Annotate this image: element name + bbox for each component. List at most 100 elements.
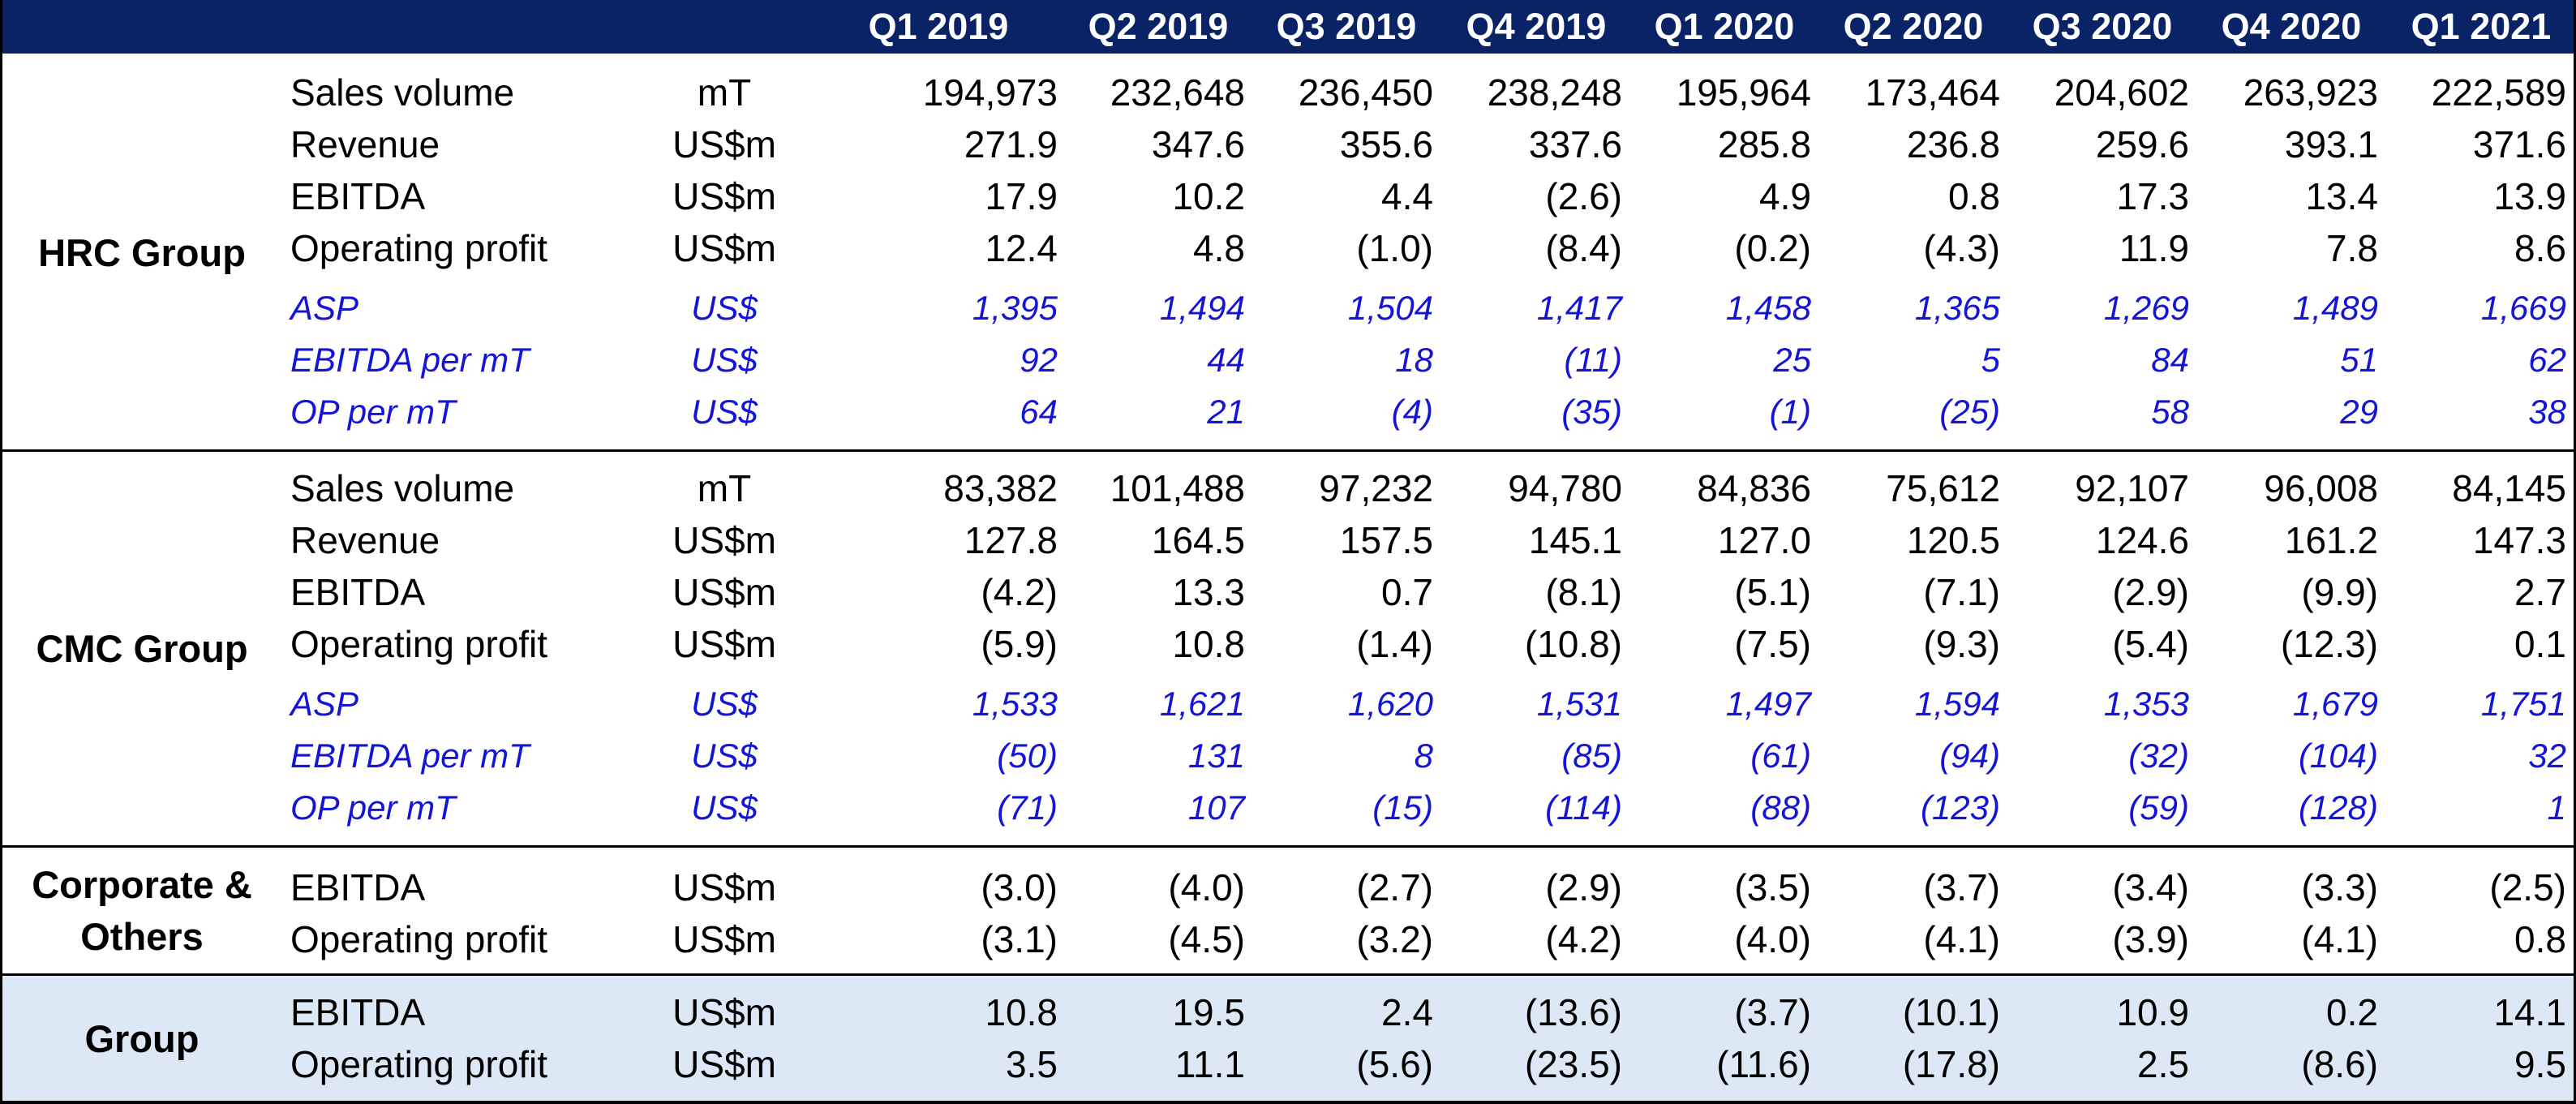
- table-cell: 10.8: [1067, 620, 1245, 668]
- table-row: Operating profit US$m 3.5 11.1 (5.6) (23.5) (1…: [0, 1040, 2576, 1089]
- row-unit: US$: [647, 336, 801, 384]
- table-cell: (50): [879, 732, 1058, 780]
- table-cell: (2.9): [1444, 863, 1622, 912]
- column-header: Q1 2021: [2388, 0, 2574, 54]
- table-cell: 9.5: [2388, 1040, 2566, 1089]
- table-cell: 51: [2200, 336, 2378, 384]
- table-row: Sales volume mT 194,973 232,648 236,450 238,2…: [0, 68, 2576, 117]
- table-cell: 2.7: [2388, 568, 2566, 616]
- row-label: EBITDA: [290, 863, 647, 912]
- table-row: Operating profit US$m (3.1) (4.5) (3.2) (4.2)…: [0, 915, 2576, 964]
- table-cell: 1,594: [1822, 680, 2000, 728]
- table-cell: 236.8: [1822, 120, 2000, 169]
- table-cell: 64: [879, 388, 1058, 436]
- table-cell: 8.6: [2388, 224, 2566, 273]
- table-cell: 0.7: [1255, 568, 1433, 616]
- quarterly-results-table: Q1 2019 Q2 2019 Q3 2019 Q4 2019 Q1 2020 Q2 20…: [0, 0, 2576, 1104]
- row-unit: US$: [647, 284, 801, 333]
- table-cell: (3.0): [879, 863, 1058, 912]
- table-cell: 120.5: [1822, 516, 2000, 565]
- table-row: OP per mT US$ (71) 107 (15) (114) (88) (123) (59…: [0, 784, 2576, 832]
- table-cell: 1,458: [1633, 284, 1811, 333]
- table-cell: (11): [1444, 336, 1622, 384]
- table-row: ASP US$ 1,395 1,494 1,504 1,417 1,458 1,365 1,26…: [0, 284, 2576, 333]
- group-label-group: Group: [0, 976, 284, 1102]
- table-row: OP per mT US$ 64 21 (4) (35) (1) (25) 58 29 38: [0, 388, 2576, 436]
- table-cell: 84: [2011, 336, 2189, 384]
- divider-line: [0, 973, 2576, 976]
- table-cell: 21: [1067, 388, 1245, 436]
- table-cell: (23.5): [1444, 1040, 1622, 1089]
- table-cell: (12.3): [2200, 620, 2378, 668]
- table-cell: 1,679: [2200, 680, 2378, 728]
- table-cell: (4.2): [1444, 915, 1622, 964]
- table-cell: 232,648: [1067, 68, 1245, 117]
- row-label: EBITDA per mT: [290, 732, 647, 780]
- column-header: Q4 2020: [2198, 0, 2385, 54]
- table-cell: 347.6: [1067, 120, 1245, 169]
- table-row: Operating profit US$m (5.9) 10.8 (1.4) (10.8)…: [0, 620, 2576, 668]
- table-cell: (88): [1633, 784, 1811, 832]
- table-row: Revenue US$m 271.9 347.6 355.6 337.6 285.8 236.…: [0, 120, 2576, 169]
- divider-line: [0, 449, 2576, 452]
- table-cell: 13.9: [2388, 172, 2566, 221]
- table-cell: (2.6): [1444, 172, 1622, 221]
- table-row: Sales volume mT 83,382 101,488 97,232 94,780 8…: [0, 464, 2576, 513]
- table-cell: 96,008: [2200, 464, 2378, 513]
- column-header: Q1 2020: [1631, 0, 1818, 54]
- table-cell: (17.8): [1822, 1040, 2000, 1089]
- table-cell: (1.4): [1255, 620, 1433, 668]
- table-cell: 1,395: [879, 284, 1058, 333]
- table-cell: 236,450: [1255, 68, 1433, 117]
- table-cell: 19.5: [1067, 988, 1245, 1037]
- row-label: ASP: [290, 680, 647, 728]
- row-unit: US$: [647, 732, 801, 780]
- row-unit: US$: [647, 388, 801, 436]
- row-label: Operating profit: [290, 915, 647, 964]
- row-label: Operating profit: [290, 1040, 647, 1089]
- table-cell: 1,751: [2388, 680, 2566, 728]
- table-cell: 393.1: [2200, 120, 2378, 169]
- table-cell: (114): [1444, 784, 1622, 832]
- table-cell: 58: [2011, 388, 2189, 436]
- table-cell: (15): [1255, 784, 1433, 832]
- table-cell: 4.8: [1067, 224, 1245, 273]
- table-cell: 2.5: [2011, 1040, 2189, 1089]
- table-cell: 25: [1633, 336, 1811, 384]
- table-cell: 75,612: [1822, 464, 2000, 513]
- bottom-border: [0, 1101, 2576, 1104]
- table-cell: 145.1: [1444, 516, 1622, 565]
- table-row: EBITDA US$m (4.2) 13.3 0.7 (8.1) (5.1) (7.1) (2.…: [0, 568, 2576, 616]
- table-cell: (4.1): [2200, 915, 2378, 964]
- table-cell: 131: [1067, 732, 1245, 780]
- table-row: EBITDA US$m 17.9 10.2 4.4 (2.6) 4.9 0.8 17.3 13.4…: [0, 172, 2576, 221]
- table-cell: 12.4: [879, 224, 1058, 273]
- table-cell: 97,232: [1255, 464, 1433, 513]
- row-unit: mT: [647, 68, 801, 117]
- group-label-corporate: Corporate & Others: [0, 848, 284, 973]
- table-cell: 337.6: [1444, 120, 1622, 169]
- table-cell: 1,533: [879, 680, 1058, 728]
- table-cell: (8.1): [1444, 568, 1622, 616]
- table-cell: 13.4: [2200, 172, 2378, 221]
- table-cell: 147.3: [2388, 516, 2566, 565]
- table-cell: 2.4: [1255, 988, 1433, 1037]
- row-unit: US$m: [647, 172, 801, 221]
- table-cell: 7.8: [2200, 224, 2378, 273]
- table-cell: 107: [1067, 784, 1245, 832]
- table-cell: (3.2): [1255, 915, 1433, 964]
- table-row: ASP US$ 1,533 1,621 1,620 1,531 1,497 1,594 1,35…: [0, 680, 2576, 728]
- table-cell: 5: [1822, 336, 2000, 384]
- table-cell: (25): [1822, 388, 2000, 436]
- table-row: Revenue US$m 127.8 164.5 157.5 145.1 127.0 120.…: [0, 516, 2576, 565]
- table-cell: 44: [1067, 336, 1245, 384]
- table-cell: 18: [1255, 336, 1433, 384]
- table-cell: (3.4): [2011, 863, 2189, 912]
- row-label: Operating profit: [290, 620, 647, 668]
- table-cell: (3.5): [1633, 863, 1811, 912]
- table-cell: 1,669: [2388, 284, 2566, 333]
- table-cell: 1,417: [1444, 284, 1622, 333]
- table-cell: 10.9: [2011, 988, 2189, 1037]
- table-row: EBITDA US$m (3.0) (4.0) (2.7) (2.9) (3.5) (3.7)…: [0, 863, 2576, 912]
- table-cell: 259.6: [2011, 120, 2189, 169]
